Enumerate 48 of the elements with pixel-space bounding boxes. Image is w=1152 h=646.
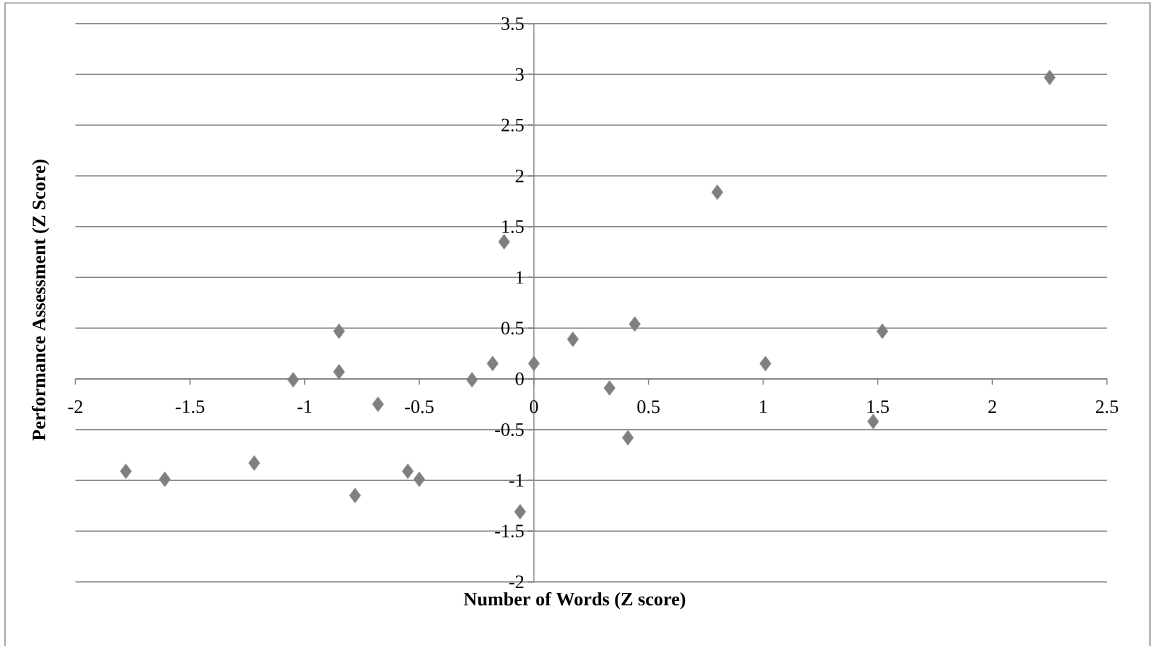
x-tick-label: 1 bbox=[760, 400, 767, 413]
x-tick-label: -1.5 bbox=[175, 400, 205, 414]
x-tick-label: -2 bbox=[68, 400, 83, 413]
y-tick-label: -0.5 bbox=[495, 423, 524, 436]
point bbox=[528, 355, 540, 372]
x-tick-label: 0.5 bbox=[637, 400, 660, 414]
point bbox=[372, 396, 384, 412]
y-tick-label: 3 bbox=[515, 68, 524, 81]
point bbox=[120, 463, 132, 479]
point bbox=[349, 487, 361, 504]
point bbox=[158, 471, 171, 487]
point bbox=[867, 413, 879, 430]
point bbox=[603, 380, 616, 396]
x-tick-label: -0.5 bbox=[405, 400, 434, 414]
y-tick-label: -1.5 bbox=[495, 524, 524, 538]
y-tick-label: 0.5 bbox=[501, 321, 524, 335]
y-tick-label: 2 bbox=[515, 169, 524, 183]
x-axis-title: Number of Words (Z score) bbox=[463, 592, 686, 610]
x-tick-label: 2 bbox=[988, 400, 997, 413]
x-tick-label: -1 bbox=[297, 400, 312, 413]
y-tick-label: 0 bbox=[515, 372, 524, 386]
point bbox=[248, 455, 261, 471]
point bbox=[413, 471, 426, 487]
point bbox=[628, 316, 641, 332]
point bbox=[876, 323, 889, 339]
x-tick-label: 1.5 bbox=[867, 400, 889, 414]
point bbox=[1043, 69, 1056, 86]
x-tick-label: 2.5 bbox=[1096, 400, 1119, 414]
point bbox=[711, 184, 724, 200]
y-axis-title: Performance Assessment (Z Score) bbox=[31, 159, 50, 441]
point bbox=[567, 331, 579, 347]
point bbox=[498, 234, 510, 250]
point bbox=[466, 372, 478, 388]
point bbox=[287, 372, 300, 388]
point bbox=[401, 463, 414, 479]
x-tick-label: 0 bbox=[529, 400, 538, 414]
y-tick-label: -1 bbox=[509, 474, 524, 487]
point bbox=[622, 429, 634, 446]
point bbox=[759, 355, 772, 372]
point bbox=[333, 364, 345, 380]
y-tick-label: 1 bbox=[516, 271, 524, 284]
point bbox=[486, 355, 499, 372]
y-tick-label: 2.5 bbox=[501, 118, 524, 132]
point bbox=[333, 323, 345, 339]
y-tick-label: 3.5 bbox=[501, 17, 524, 31]
y-tick-label: 1.5 bbox=[502, 220, 524, 234]
point bbox=[514, 504, 526, 520]
y-tick-label: -2 bbox=[509, 575, 524, 589]
